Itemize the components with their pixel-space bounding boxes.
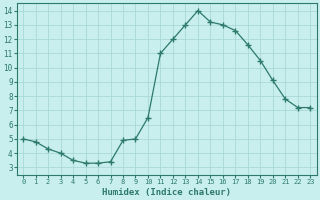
X-axis label: Humidex (Indice chaleur): Humidex (Indice chaleur) — [102, 188, 231, 197]
